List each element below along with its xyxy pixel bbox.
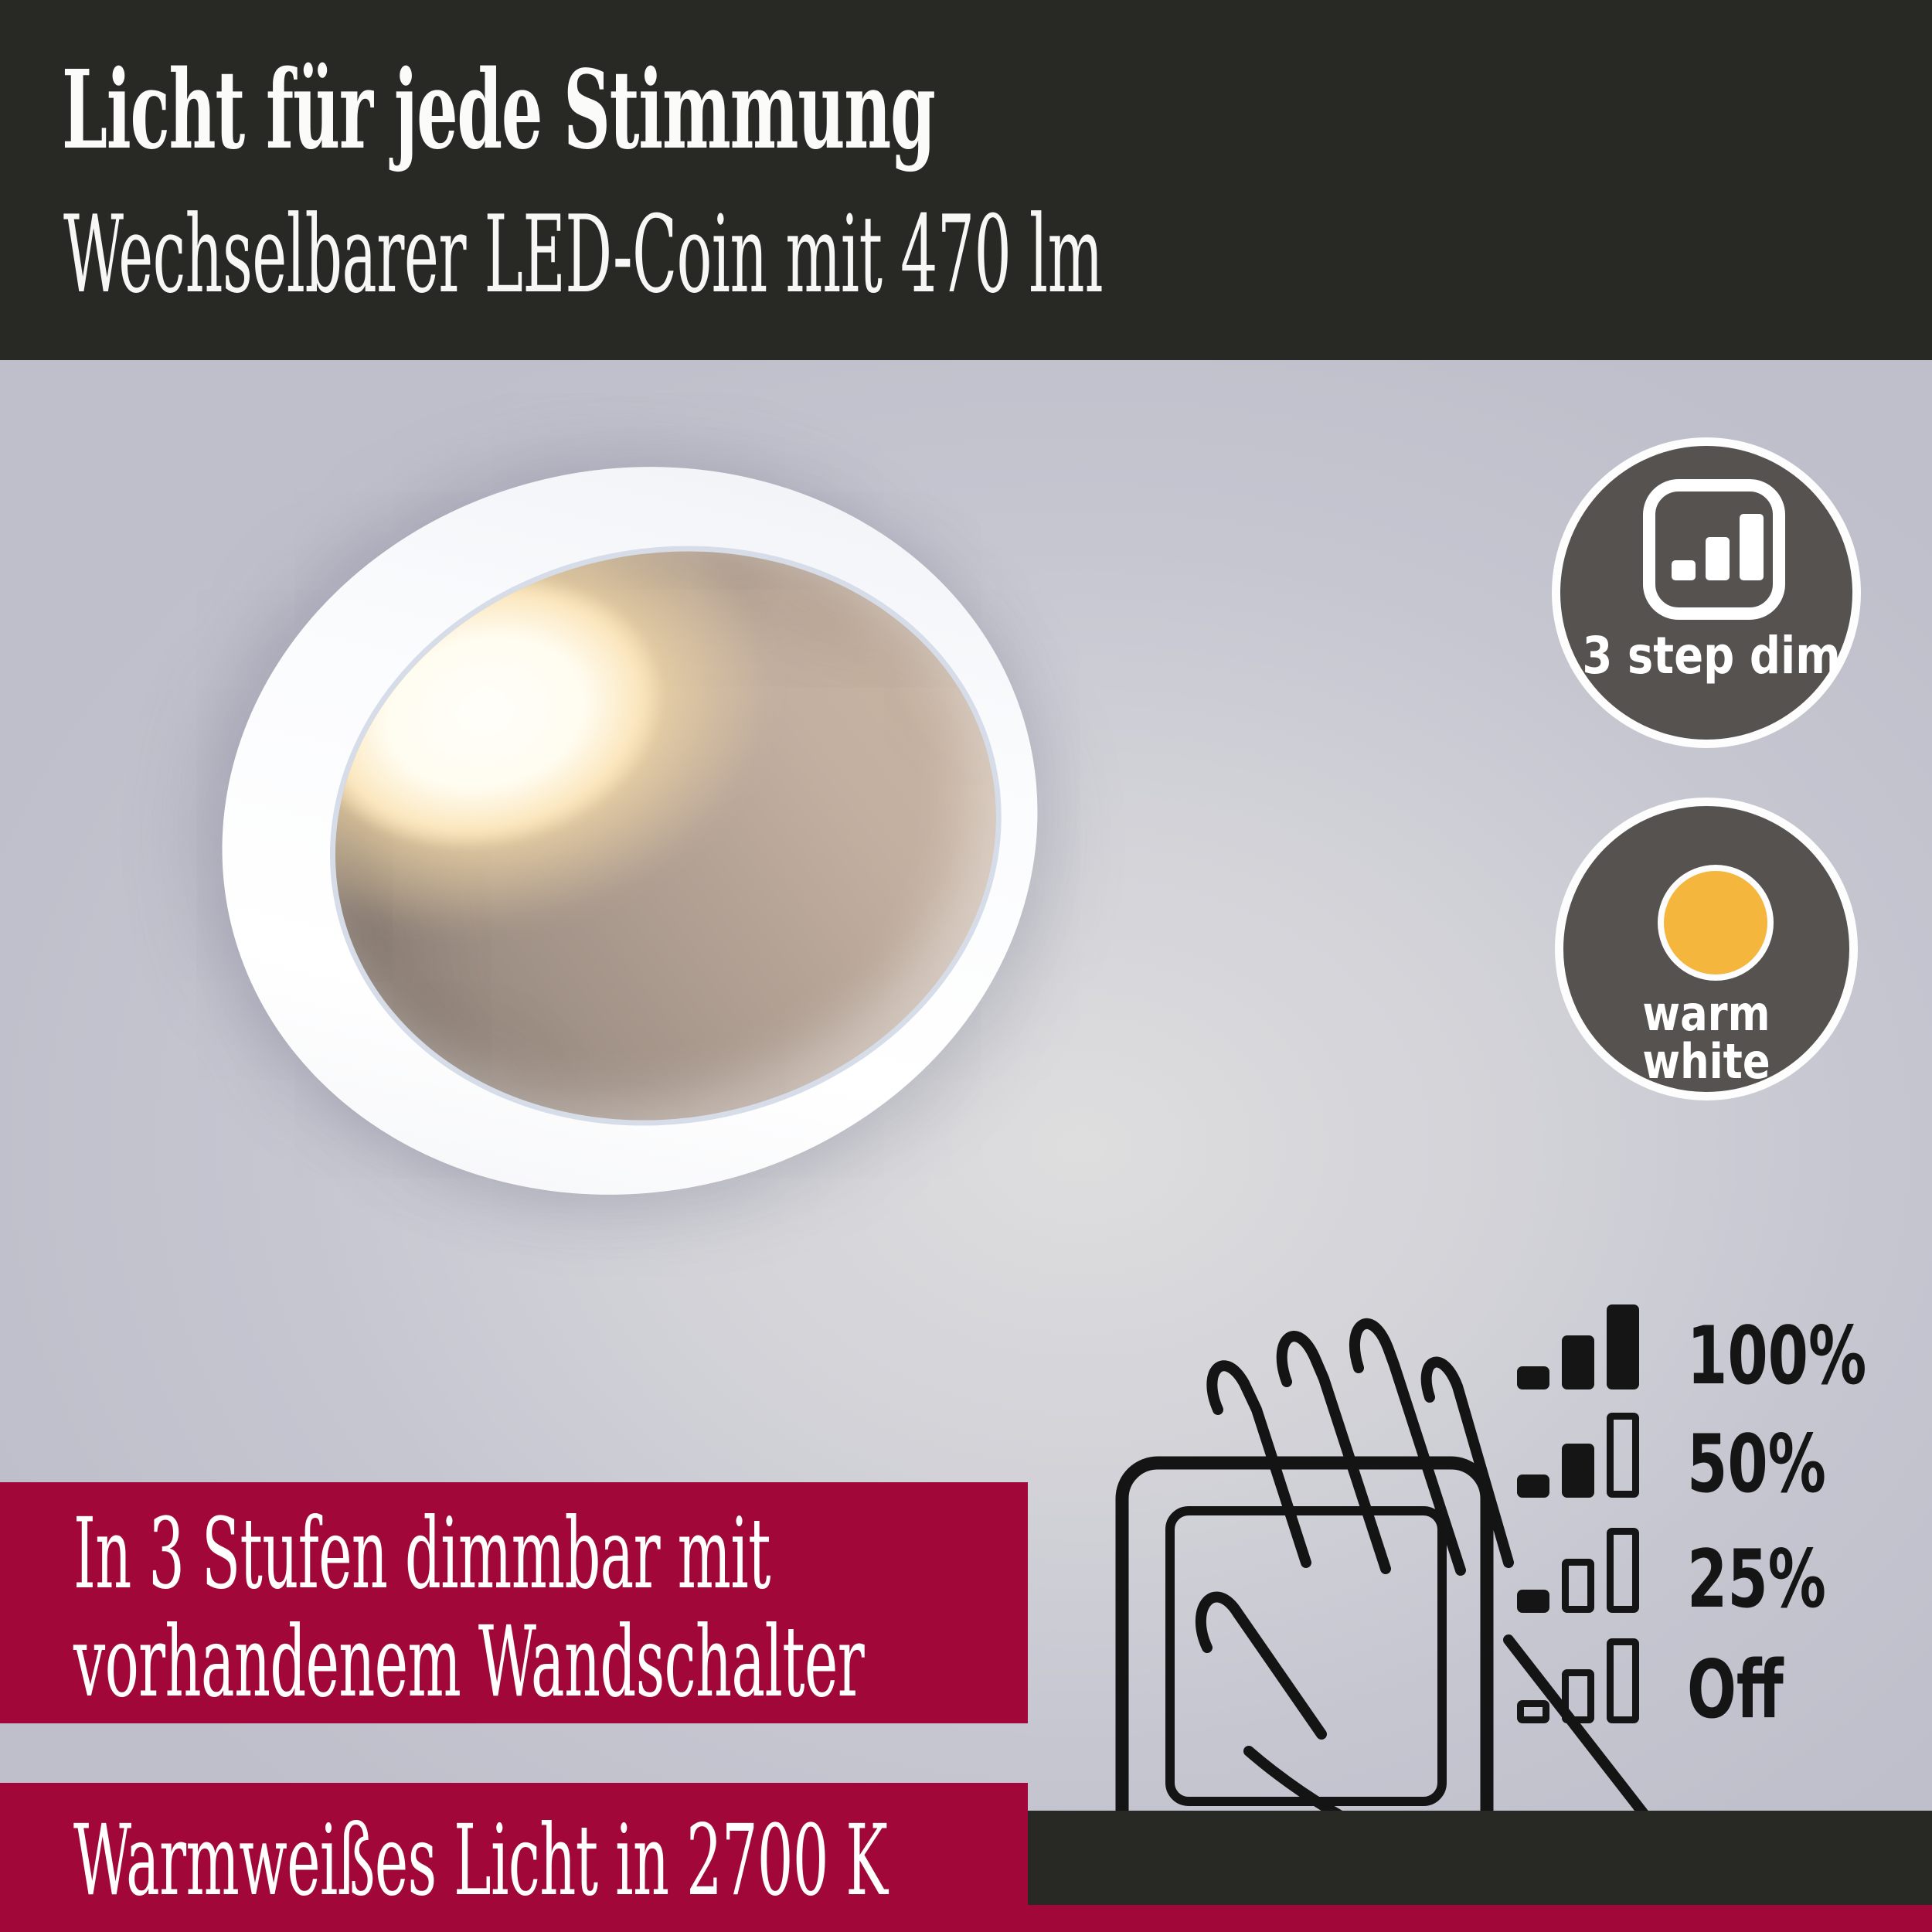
warm-white-dot-icon <box>1658 865 1774 981</box>
dim-level-row-100: 100% <box>1517 1304 1932 1403</box>
step-dim-icon <box>1643 479 1785 620</box>
badge-step-dim-label: 3 step dim <box>1582 626 1841 685</box>
dim-level-label: 25% <box>1687 1533 1826 1626</box>
dim-bar-medium-icon <box>1562 1669 1594 1723</box>
dim-bar-large-icon <box>1607 1638 1639 1723</box>
page-subtitle: Wechselbarer LED-Coin mit 470 lm <box>63 192 1104 317</box>
page-title: Licht für jede Stimmung <box>62 47 936 174</box>
banner-warm-light: Warmweißes Licht in 2700 K <box>0 1783 1028 1932</box>
dim-level-row-50: 50% <box>1517 1413 1878 1511</box>
dim-bar-large-icon <box>1607 1413 1639 1498</box>
dim-bar-small-icon <box>1517 1475 1549 1498</box>
badge-warm-white-label-2: white <box>1642 1033 1770 1090</box>
dim-bar-small-icon <box>1517 1700 1549 1723</box>
dim-bar-medium-icon <box>1562 1444 1594 1498</box>
badge-warm-white-label-1: warm <box>1642 985 1770 1042</box>
banner-warm-light-text: Warmweißes Licht in 2700 K <box>73 1804 888 1917</box>
dim-bar-large-icon <box>1607 1528 1639 1613</box>
dim-bar-medium-icon <box>1562 1559 1594 1613</box>
dim-level-label: 100% <box>1687 1310 1867 1403</box>
banner-dimming: In 3 Stufen dimmbar mit vorhandenem Wand… <box>0 1482 1028 1723</box>
banner-dimming-line2: vorhandenem Wandschalter <box>73 1605 865 1719</box>
dim-level-row-off: Off <box>1517 1638 1819 1736</box>
dim-bar-small-icon <box>1517 1590 1549 1613</box>
downlight-outer-ring <box>154 392 1106 1270</box>
downlight-reflector-cone <box>275 484 1056 1188</box>
badge-warm-white: warm white <box>1555 798 1858 1100</box>
dim-level-label: 50% <box>1687 1418 1826 1511</box>
dim-bar-medium-icon <box>1562 1335 1594 1389</box>
dim-level-label: Off <box>1687 1644 1784 1736</box>
header-band: Licht für jede Stimmung Wechselbarer LED… <box>0 0 1932 360</box>
badge-step-dim: 3 step dim <box>1552 437 1861 748</box>
footer-red-strip <box>1028 1905 1932 1932</box>
dim-bar-large-icon <box>1607 1304 1639 1389</box>
dim-level-row-25: 25% <box>1517 1528 1878 1626</box>
banner-dimming-line1: In 3 Stufen dimmbar mit <box>73 1497 771 1611</box>
footer-dark-band <box>1028 1811 1932 1905</box>
dim-bar-small-icon <box>1517 1366 1549 1389</box>
